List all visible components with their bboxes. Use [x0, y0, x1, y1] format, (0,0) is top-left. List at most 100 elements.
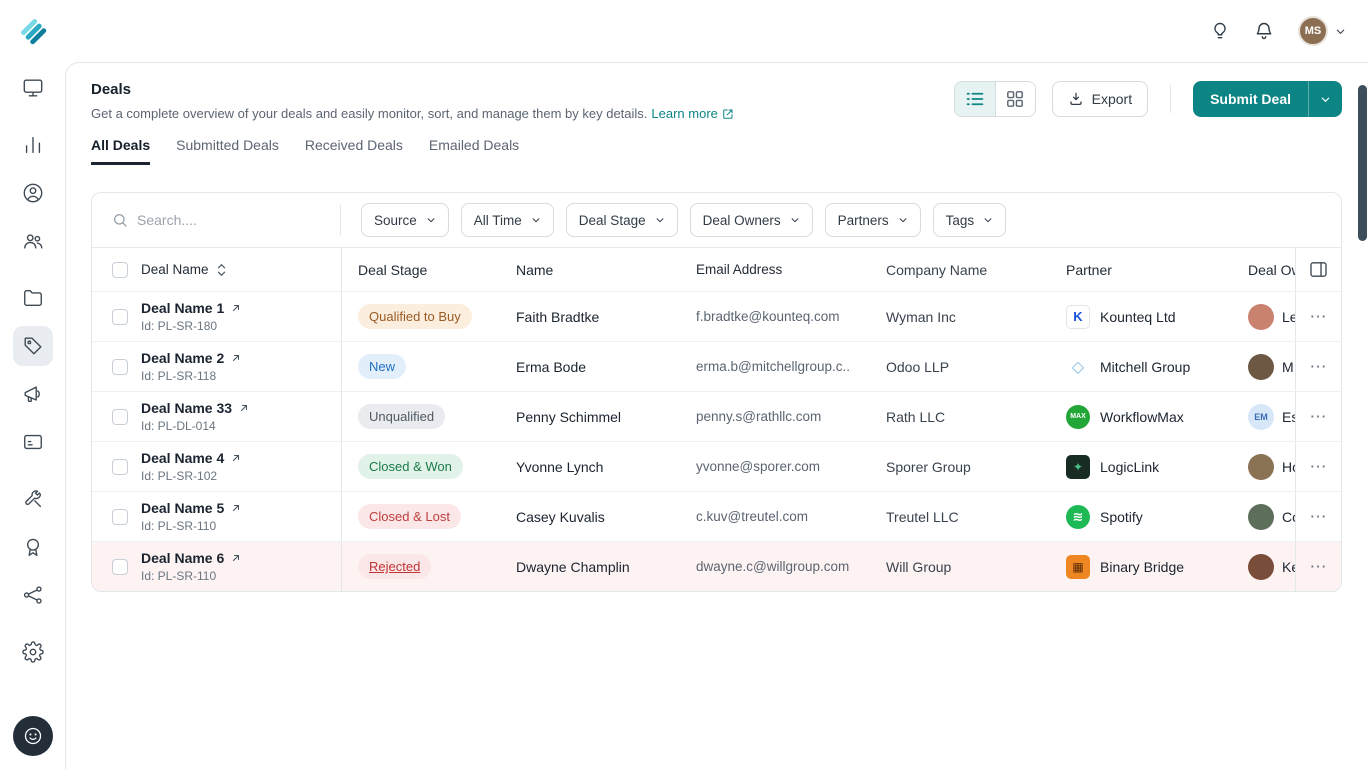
- deal-name-block: Deal Name 4 Id: PL-SR-102: [141, 450, 242, 483]
- chevron-down-icon: [1336, 29, 1345, 34]
- header-actions-cell: [1295, 248, 1341, 291]
- filter-time[interactable]: All Time: [460, 203, 554, 237]
- tab-all-deals[interactable]: All Deals: [91, 137, 151, 165]
- ideas-button[interactable]: [1202, 13, 1238, 49]
- notifications-button[interactable]: [1246, 13, 1282, 49]
- filter-deal-owners[interactable]: Deal Owners: [689, 203, 813, 237]
- col-company: Company Name: [886, 261, 988, 278]
- deal-id: Id: PL-DL-014: [141, 419, 216, 433]
- row-checkbox[interactable]: [112, 408, 128, 425]
- submit-deal-caret-button[interactable]: [1308, 81, 1342, 117]
- export-label: Export: [1091, 91, 1133, 107]
- filter-tags[interactable]: Tags: [932, 203, 1007, 237]
- partner-name: WorkflowMax: [1100, 408, 1184, 425]
- filter-partners[interactable]: Partners: [824, 203, 921, 237]
- row-mid: Rejected Dwayne Champlin dwayne.c@willgr…: [342, 542, 1295, 591]
- tab-emailed-deals[interactable]: Emailed Deals: [428, 137, 520, 153]
- filter-source[interactable]: Source: [361, 203, 449, 237]
- row-menu-button[interactable]: ⋯: [1309, 357, 1328, 376]
- deal-name-cell: Deal Name 4 Id: PL-SR-102: [92, 442, 342, 491]
- open-deal-icon[interactable]: [230, 352, 242, 364]
- partner-logo: ≋: [1066, 504, 1090, 529]
- deal-name-text[interactable]: Deal Name 1: [141, 300, 225, 316]
- tab-submitted-deals[interactable]: Submitted Deals: [176, 137, 279, 153]
- col-deal-name: Deal Name: [141, 262, 209, 277]
- deal-name-text[interactable]: Deal Name 2: [141, 350, 225, 366]
- owner-avatar: [1248, 453, 1274, 480]
- row-menu-button[interactable]: ⋯: [1309, 407, 1328, 426]
- partner-name: Kounteq Ltd: [1100, 308, 1176, 325]
- open-deal-icon[interactable]: [230, 302, 242, 314]
- open-deal-icon[interactable]: [230, 452, 242, 464]
- deal-name-text[interactable]: Deal Name 6: [141, 550, 225, 566]
- header-deal-name-cell: Deal Name: [92, 248, 342, 291]
- open-deal-icon[interactable]: [238, 402, 250, 414]
- vertical-scrollbar-thumb[interactable]: [1358, 85, 1367, 241]
- page-title: Deals: [91, 81, 132, 98]
- tab-received-deals[interactable]: Received Deals: [304, 137, 403, 153]
- row-checkbox[interactable]: [112, 508, 128, 525]
- bell-icon: [1256, 22, 1272, 40]
- row-actions-cell: ⋯: [1295, 442, 1341, 491]
- row-checkbox[interactable]: [112, 558, 128, 575]
- export-button[interactable]: Export: [1051, 81, 1149, 117]
- deal-name-text[interactable]: Deal Name 4: [141, 450, 225, 466]
- sidebar-item-dashboard[interactable]: [13, 68, 53, 108]
- deal-id: Id: PL-SR-110: [141, 519, 217, 533]
- table-row: Deal Name 6 Id: PL-SR-110 Rejected Dwayn…: [92, 541, 1341, 591]
- account-menu[interactable]: MS: [1298, 16, 1346, 46]
- col-owner: Deal Owner: [1248, 261, 1295, 278]
- sidebar-item-tools[interactable]: [13, 479, 53, 519]
- col-deal-stage: Deal Stage: [358, 261, 428, 278]
- email: erma.b@mitchellgroup.c..: [696, 359, 851, 374]
- select-all-checkbox[interactable]: [112, 261, 128, 278]
- sidebar-item-integrations[interactable]: [13, 575, 53, 615]
- row-menu-button[interactable]: ⋯: [1309, 457, 1328, 476]
- sidebar-item-contacts[interactable]: [13, 173, 53, 213]
- search-input[interactable]: [137, 212, 307, 228]
- row-menu-button[interactable]: ⋯: [1309, 507, 1328, 526]
- column-settings-button[interactable]: [1310, 262, 1327, 277]
- row-checkbox[interactable]: [112, 308, 128, 325]
- row-checkbox[interactable]: [112, 458, 128, 475]
- col-partner: Partner: [1066, 261, 1112, 278]
- row-menu-button[interactable]: ⋯: [1309, 307, 1328, 326]
- company: Rath LLC: [886, 408, 946, 425]
- sort-icon[interactable]: [217, 263, 226, 277]
- sidebar-item-partners[interactable]: [13, 221, 53, 261]
- filter-deal-stage[interactable]: Deal Stage: [565, 203, 678, 237]
- sidebar-item-campaigns[interactable]: [13, 374, 53, 414]
- sidebar-item-payouts[interactable]: [13, 422, 53, 462]
- sidebar-item-settings[interactable]: [13, 632, 53, 672]
- owner-name: Ke: [1282, 558, 1295, 575]
- grid-view-button[interactable]: [994, 82, 1035, 116]
- sidebar-item-compliance[interactable]: [13, 527, 53, 567]
- deal-name-text[interactable]: Deal Name 33: [141, 400, 233, 416]
- page-subtitle: Get a complete overview of your deals an…: [91, 106, 734, 121]
- owner-name: Es: [1282, 408, 1295, 425]
- open-deal-icon[interactable]: [230, 552, 242, 564]
- partner-name: Binary Bridge: [1100, 558, 1185, 575]
- sidebar-item-reports[interactable]: [13, 125, 53, 165]
- bar-chart-icon: [25, 136, 40, 154]
- sidebar-item-deals[interactable]: [12, 326, 53, 366]
- sidebar-item-resources[interactable]: [13, 278, 53, 318]
- deal-name-block: Deal Name 33 Id: PL-DL-014: [141, 400, 250, 433]
- contact-name: Faith Bradtke: [516, 308, 600, 325]
- help-chat-button[interactable]: [12, 716, 53, 756]
- row-mid: Qualified to Buy Faith Bradtke f.bradtke…: [342, 292, 1295, 341]
- learn-more-link[interactable]: Learn more: [651, 106, 733, 121]
- contact-name: Casey Kuvalis: [516, 508, 605, 525]
- open-deal-icon[interactable]: [230, 502, 242, 514]
- row-actions-cell: ⋯: [1295, 292, 1341, 341]
- list-view-button[interactable]: [954, 82, 995, 116]
- filter-deal-owners-label: Deal Owners: [702, 212, 781, 228]
- row-menu-button[interactable]: ⋯: [1309, 557, 1328, 576]
- deal-name-text[interactable]: Deal Name 5: [141, 500, 225, 516]
- view-toggle: [953, 81, 1036, 117]
- row-checkbox[interactable]: [112, 358, 128, 375]
- brand-logo[interactable]: [18, 16, 48, 46]
- submit-deal-button[interactable]: Submit Deal: [1193, 81, 1308, 117]
- deal-id: Id: PL-SR-180: [141, 319, 218, 333]
- contact-name: Yvonne Lynch: [516, 458, 604, 475]
